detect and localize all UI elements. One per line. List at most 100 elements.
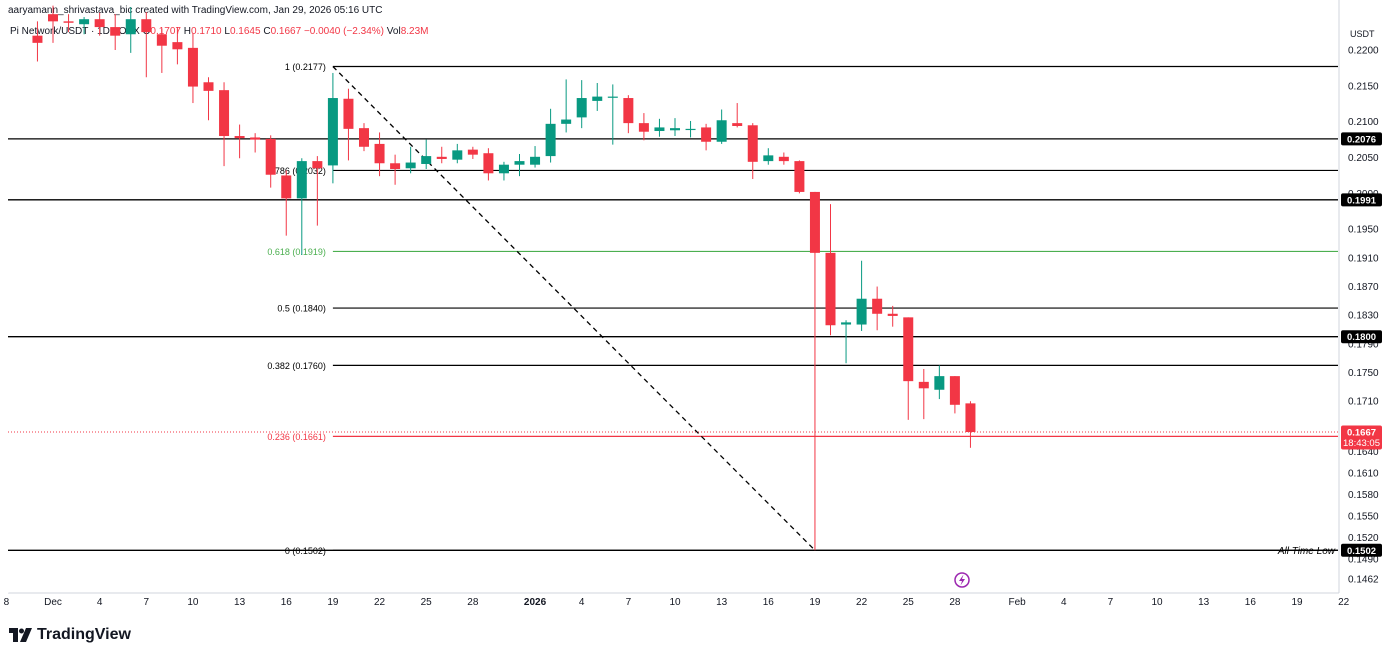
fib-level-label: 0.382 (0.1760) — [267, 361, 326, 371]
candle — [794, 160, 805, 194]
tradingview-logo[interactable]: TradingView — [9, 625, 131, 645]
price-level-badge: 0.2076 — [1341, 132, 1382, 146]
lightning-icon-bolt — [959, 574, 965, 586]
price-level-badge-text: 0.1800 — [1347, 332, 1376, 343]
candle-body — [934, 376, 945, 390]
change-value: −0.0040 (−2.34%) — [303, 26, 384, 37]
candle — [809, 191, 820, 551]
dashed-trend-line — [332, 66, 816, 551]
candle — [234, 124, 245, 159]
candle-body — [607, 96, 618, 98]
candle — [219, 82, 230, 167]
price-level-badge-bg — [1341, 193, 1382, 207]
candle-body — [778, 156, 789, 162]
candle — [701, 123, 712, 151]
candle — [125, 7, 136, 53]
candle-body — [483, 153, 494, 174]
x-tick-label: 13 — [234, 597, 246, 608]
candle — [141, 12, 152, 78]
x-tick-label: 4 — [97, 597, 103, 608]
x-tick-label: 16 — [763, 597, 775, 608]
candle — [281, 170, 292, 236]
fib-level-label: 0.5 (0.1840) — [277, 304, 326, 314]
candle — [156, 28, 167, 73]
candle — [530, 146, 541, 168]
candle — [374, 132, 385, 177]
candle-body — [856, 298, 867, 325]
price-level-badge-text: 0.1991 — [1347, 195, 1377, 206]
candle-body — [887, 313, 898, 316]
candle-body — [561, 119, 572, 124]
fib-level-label: 0.236 (0.1661) — [267, 432, 326, 442]
fib-level-label: 0.786 (0.2032) — [267, 166, 326, 176]
candle-body — [545, 123, 556, 157]
candle-body — [390, 163, 401, 169]
x-tick-label: 28 — [467, 597, 479, 608]
price-level-badge-text: 0.2076 — [1347, 134, 1376, 145]
candle-body — [794, 161, 805, 192]
candle-body — [530, 156, 541, 165]
candle — [359, 123, 369, 152]
low-value: 0.1645 — [229, 26, 261, 37]
candle — [514, 153, 525, 177]
candle — [405, 146, 416, 174]
candle-body — [701, 127, 712, 142]
y-tick-label: 0.1870 — [1348, 282, 1379, 293]
candle — [203, 77, 214, 121]
lightning-icon-ring — [954, 572, 970, 588]
x-tick-label: 22 — [1338, 597, 1350, 608]
x-tick-label: 7 — [1108, 597, 1114, 608]
candle-body — [296, 161, 307, 199]
brand-name: TradingView — [37, 626, 131, 643]
last-price-badge-countdown: 18:43:05 — [1343, 438, 1380, 449]
candle-body — [250, 137, 261, 140]
candle-body — [763, 155, 774, 162]
x-tick-label: 22 — [856, 597, 868, 608]
candle-body — [670, 128, 680, 131]
candle — [390, 154, 401, 185]
candle-body — [48, 14, 58, 22]
price-level-badge: 0.1502 — [1341, 543, 1382, 557]
candle-body — [685, 128, 696, 131]
last-price-badge-bg — [1341, 425, 1382, 450]
price-level-badge-text: 0.1502 — [1347, 546, 1376, 557]
candle — [918, 368, 929, 420]
last-price-badge-text: 0.1667 — [1347, 428, 1376, 439]
candle — [94, 12, 105, 36]
candle-body — [125, 19, 136, 35]
fib-level-label: 1 (0.2177) — [285, 62, 326, 72]
candle — [965, 401, 976, 448]
candle — [63, 14, 74, 33]
candle-body — [312, 161, 323, 169]
y-tick-label: 0.2100 — [1348, 117, 1379, 128]
candle-body — [327, 98, 338, 166]
candle-body — [576, 98, 587, 118]
candle-body — [187, 47, 198, 87]
x-tick-label: 7 — [626, 597, 632, 608]
candle — [841, 320, 852, 364]
candle — [592, 82, 603, 111]
candle-body — [234, 136, 245, 139]
candle — [561, 79, 572, 133]
x-tick-label: 19 — [809, 597, 821, 608]
candle-body — [452, 150, 463, 160]
candle-body — [514, 161, 525, 165]
x-tick-label: 2026 — [524, 597, 547, 608]
y-tick-label: 0.1610 — [1348, 468, 1379, 479]
x-tick-label: 8 — [4, 597, 10, 608]
candle — [79, 17, 90, 35]
candle-body — [156, 34, 167, 46]
candle — [452, 143, 463, 164]
candle-body — [219, 90, 230, 137]
x-tick-label: 13 — [1198, 597, 1210, 608]
candle-body — [809, 191, 820, 253]
candle — [732, 103, 743, 128]
candle — [436, 146, 447, 164]
x-tick-label: 19 — [327, 597, 339, 608]
candle — [250, 133, 261, 153]
candle — [763, 148, 774, 165]
symbol-title[interactable]: Pi Network/USDT · 1D · OKX — [10, 26, 140, 37]
candle — [623, 95, 634, 134]
x-tick-label: 10 — [1151, 597, 1163, 608]
